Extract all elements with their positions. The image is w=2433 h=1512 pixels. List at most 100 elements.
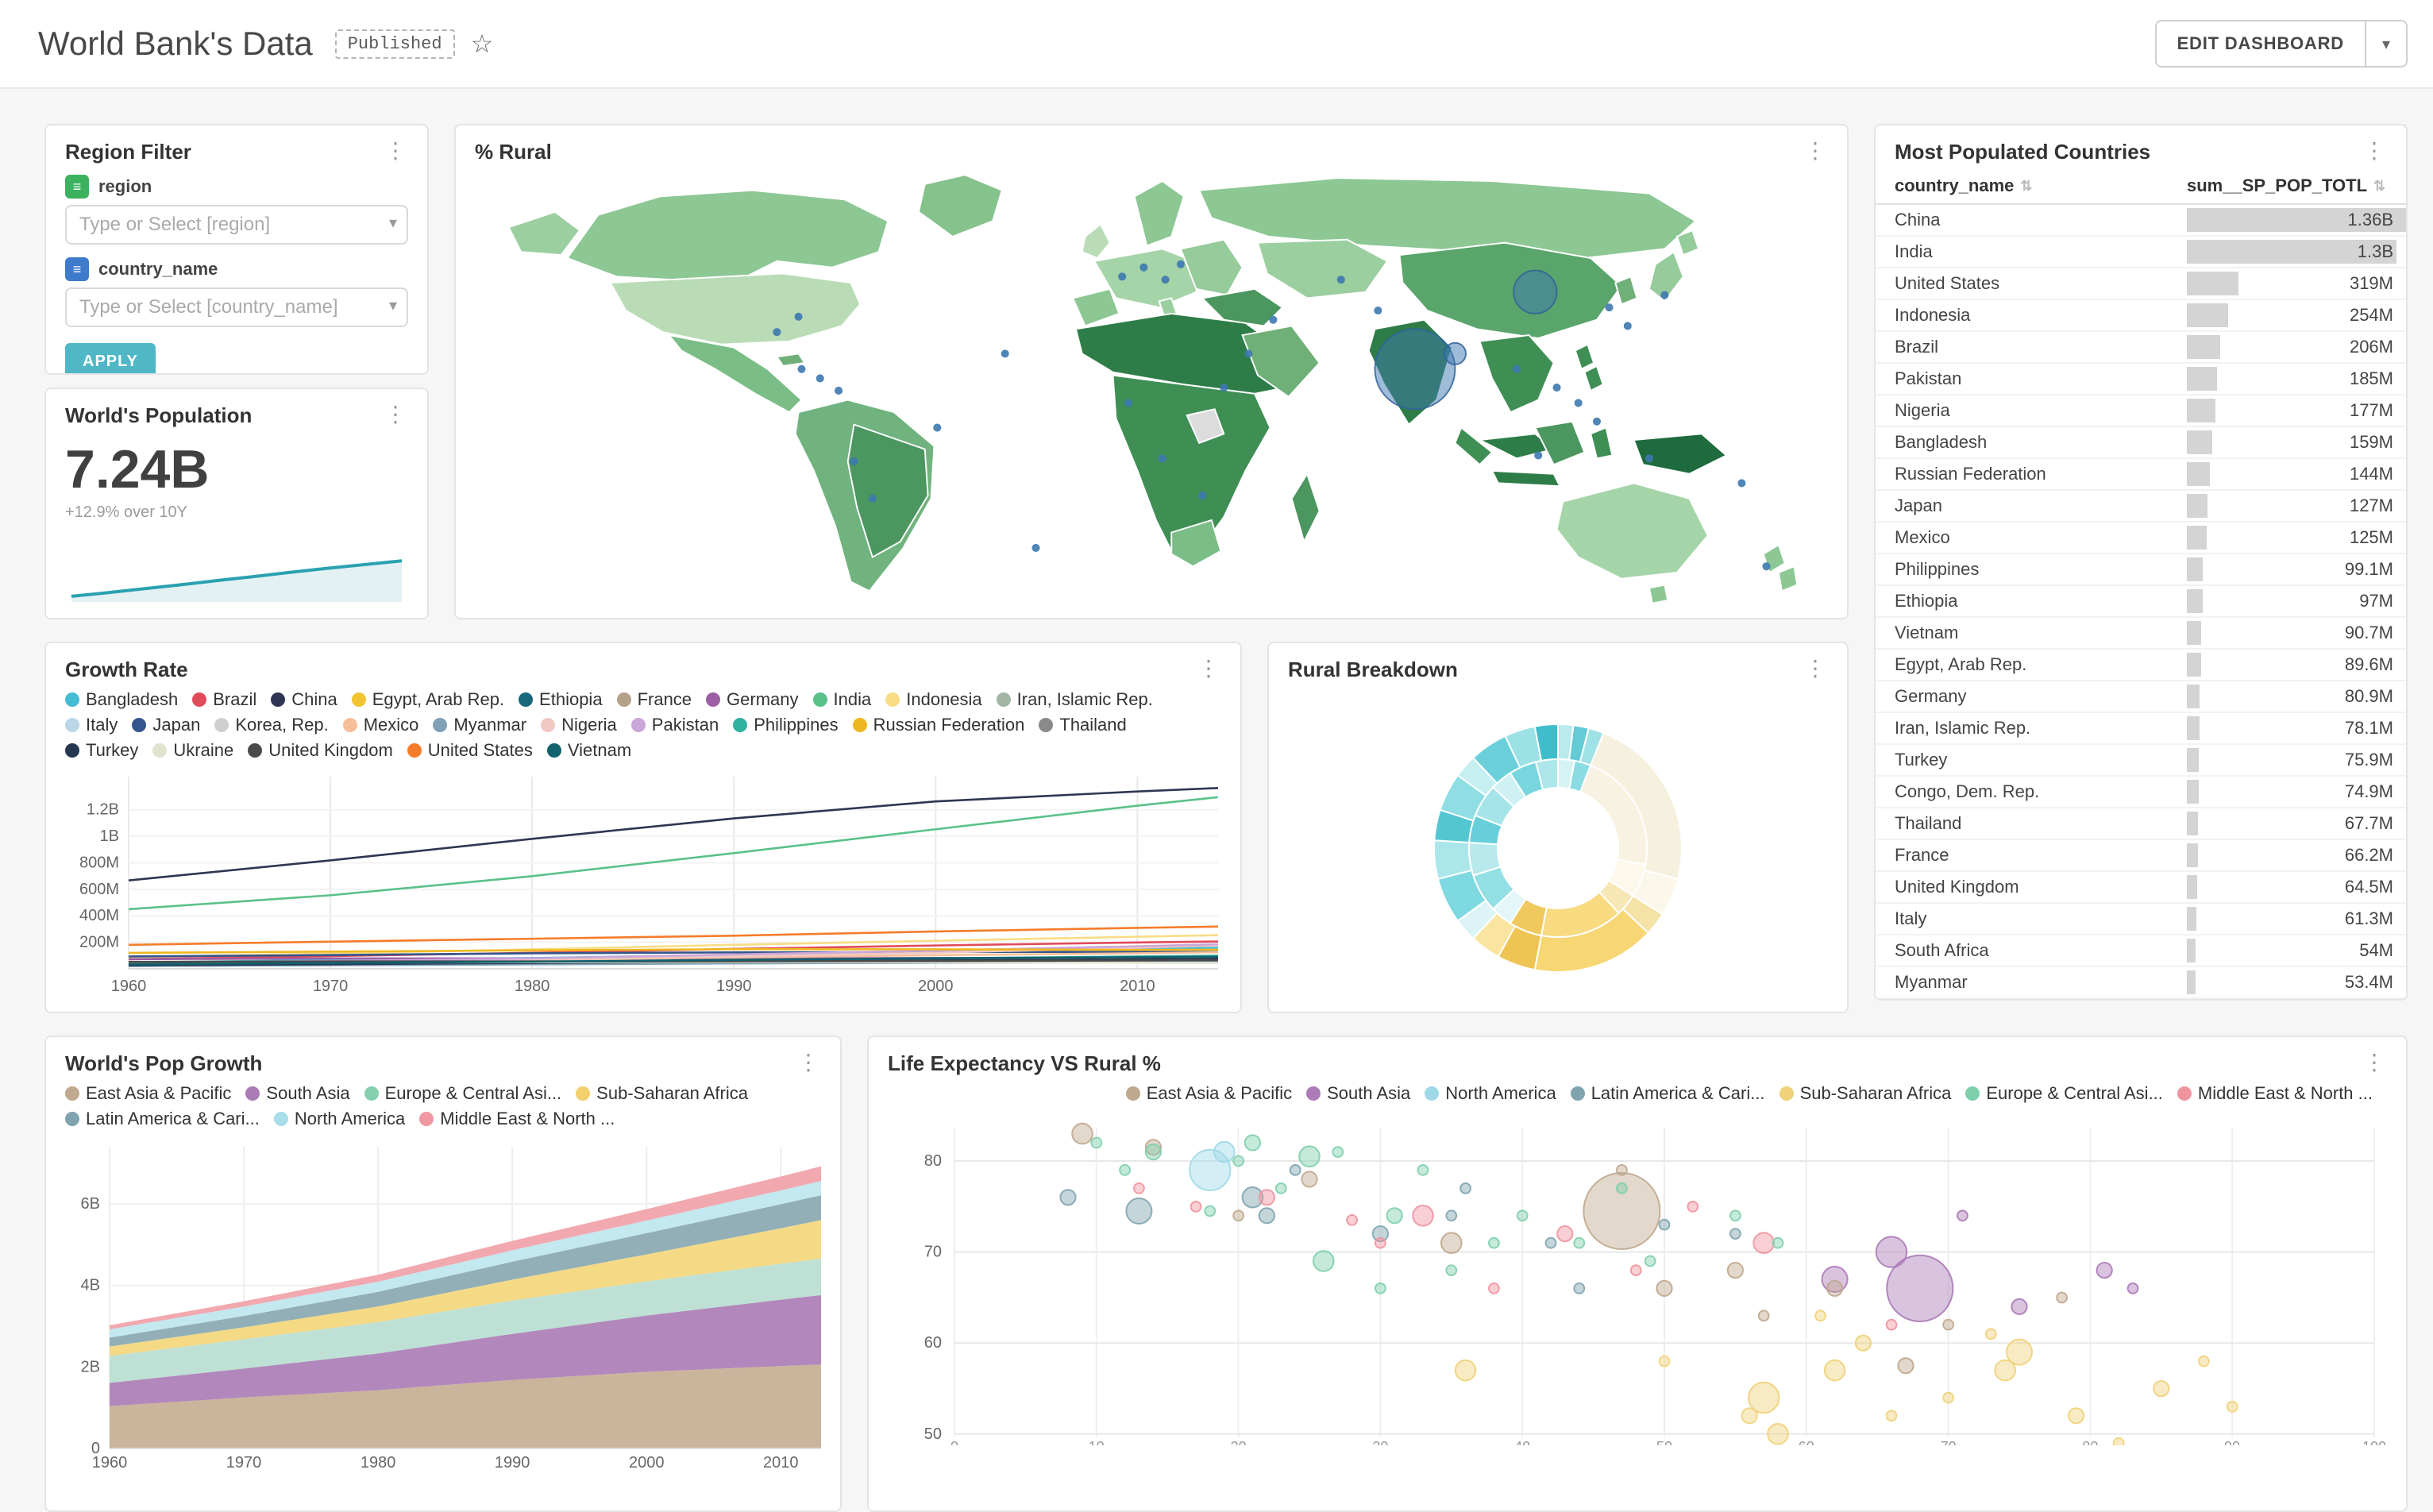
header-menu-caret-button[interactable]: ▾: [2366, 20, 2408, 68]
rural-sunburst-chart[interactable]: [1286, 686, 1830, 1010]
svg-text:600M: 600M: [79, 881, 119, 898]
legend-item[interactable]: North America: [273, 1109, 405, 1129]
favorite-star-icon[interactable]: ☆: [470, 29, 494, 58]
population-value-cell: 127M: [2187, 491, 2406, 521]
value-text: 80.9M: [2344, 686, 2393, 706]
legend-item[interactable]: Middle East & North ...: [419, 1109, 615, 1129]
sort-icon: ⇅: [2373, 177, 2386, 194]
legend-dot-icon: [192, 692, 207, 707]
svg-text:1990: 1990: [495, 1454, 530, 1472]
legend-item[interactable]: Japan: [132, 715, 200, 735]
legend-label: Sub-Saharan Africa: [1799, 1083, 1952, 1103]
legend-item[interactable]: South Asia: [1306, 1083, 1410, 1104]
country-name-cell: Philippines: [1895, 559, 1980, 579]
edit-dashboard-button[interactable]: EDIT DASHBOARD: [2154, 20, 2366, 68]
legend-label: Russian Federation: [873, 715, 1025, 735]
card-menu-icon[interactable]: ⋮: [1804, 656, 1826, 681]
legend-item[interactable]: France: [616, 689, 692, 710]
country-name-cell: France: [1895, 845, 1949, 865]
legend-item[interactable]: Vietnam: [546, 740, 631, 761]
value-bar: [2187, 462, 2211, 486]
legend-item[interactable]: Myanmar: [433, 715, 526, 735]
population-sparkline-chart[interactable]: [65, 548, 411, 605]
column-header-country[interactable]: country_name ⇅: [1895, 176, 2033, 195]
legend-item[interactable]: North America: [1425, 1083, 1556, 1104]
card-menu-icon[interactable]: ⋮: [797, 1050, 819, 1074]
legend-item[interactable]: Europe & Central Asi...: [364, 1083, 561, 1104]
rural-map-card: % Rural ⋮: [454, 124, 1849, 619]
big-number-value: 7.24B: [65, 439, 210, 499]
legend-item[interactable]: United Kingdom: [248, 740, 393, 761]
card-menu-icon[interactable]: ⋮: [384, 402, 407, 426]
legend-item[interactable]: Russian Federation: [852, 715, 1025, 735]
legend-item[interactable]: Indonesia: [885, 689, 982, 710]
table-row: China 1.36B: [1876, 205, 2406, 237]
apply-filter-button[interactable]: APPLY: [65, 343, 156, 373]
svg-text:800M: 800M: [79, 854, 119, 871]
svg-text:0: 0: [950, 1439, 958, 1445]
legend-item[interactable]: Turkey: [65, 740, 138, 761]
world-map-chart[interactable]: [475, 168, 1831, 610]
legend-item[interactable]: Italy: [65, 715, 118, 735]
legend-item[interactable]: Brazil: [192, 689, 256, 710]
scatter-bubble-chart[interactable]: 0 10 20 30 40 50 60 70 80 90 100 50 60 70 80: [888, 1109, 2390, 1445]
country-name-cell: Vietnam: [1895, 623, 1959, 642]
legend-item[interactable]: Iran, Islamic Rep.: [996, 689, 1153, 710]
country-name-cell: Egypt, Arab Rep.: [1895, 654, 2027, 674]
legend-label: Brazil: [213, 689, 257, 709]
legend-item[interactable]: Latin America & Cari...: [1570, 1083, 1765, 1104]
population-value-cell: 1.3B: [2187, 237, 2406, 267]
legend-item[interactable]: China: [271, 689, 337, 710]
column-header-population[interactable]: sum__SP_POP_TOTL ⇅: [2187, 176, 2386, 195]
table-row: Philippines 99.1M: [1876, 554, 2406, 586]
country-name-cell: Mexico: [1895, 527, 1950, 547]
legend-item[interactable]: Bangladesh: [65, 689, 178, 710]
published-badge[interactable]: Published: [334, 29, 455, 59]
legend-item[interactable]: Mexico: [342, 715, 418, 735]
svg-text:1960: 1960: [111, 978, 147, 995]
region-select-input[interactable]: [65, 205, 408, 245]
legend-item[interactable]: United States: [407, 740, 533, 761]
card-menu-icon[interactable]: ⋮: [2363, 1050, 2385, 1074]
legend-item[interactable]: India: [812, 689, 871, 710]
card-menu-icon[interactable]: ⋮: [384, 138, 407, 163]
legend-label: Indonesia: [906, 689, 982, 709]
card-menu-icon[interactable]: ⋮: [1804, 138, 1826, 163]
svg-text:2000: 2000: [918, 978, 954, 995]
legend-item[interactable]: Sub-Saharan Africa: [576, 1083, 748, 1104]
card-title: Growth Rate: [65, 658, 188, 681]
legend-item[interactable]: Middle East & North ...: [2177, 1083, 2373, 1104]
legend-item[interactable]: Korea, Rep.: [214, 715, 329, 735]
growth-line-chart[interactable]: 1960 1970 1980 1990 2000 2010 200M 400M 600M 800M…: [59, 769, 1231, 1010]
legend-item[interactable]: South Asia: [245, 1083, 350, 1104]
legend-item[interactable]: Europe & Central Asi...: [1965, 1083, 2163, 1104]
legend-item[interactable]: Pakistan: [630, 715, 719, 735]
legend-item[interactable]: Thailand: [1039, 715, 1127, 735]
country-select-input[interactable]: [65, 287, 408, 327]
value-text: 144M: [2349, 464, 2393, 484]
legend-item[interactable]: Nigeria: [541, 715, 617, 735]
card-menu-icon[interactable]: ⋮: [1197, 656, 1220, 681]
country-name-cell: Turkey: [1895, 750, 1948, 770]
dashboard-header: World Bank's Data Published ☆ EDIT DASHB…: [0, 0, 2433, 89]
legend-item[interactable]: East Asia & Pacific: [1125, 1083, 1292, 1104]
legend-item[interactable]: Egypt, Arab Rep.: [351, 689, 505, 710]
legend-dot-icon: [546, 743, 561, 758]
card-menu-icon[interactable]: ⋮: [2363, 138, 2385, 163]
legend-item[interactable]: Ethiopia: [519, 689, 603, 710]
legend-dot-icon: [812, 692, 827, 707]
legend-item[interactable]: Latin America & Cari...: [65, 1109, 260, 1129]
country-name-cell: United States: [1895, 273, 2000, 293]
svg-text:400M: 400M: [79, 907, 119, 924]
country-name-cell: Brazil: [1895, 337, 1939, 357]
legend-item[interactable]: Philippines: [733, 715, 839, 735]
legend-label: Egypt, Arab Rep.: [372, 689, 505, 709]
country-name-cell: Myanmar: [1895, 972, 1968, 992]
legend-item[interactable]: East Asia & Pacific: [65, 1083, 231, 1104]
legend-item[interactable]: Germany: [706, 689, 799, 710]
table-row: Italy 61.3M: [1876, 904, 2406, 935]
legend-item[interactable]: Sub-Saharan Africa: [1779, 1083, 1952, 1104]
legend-item[interactable]: Ukraine: [152, 740, 233, 761]
legend-label: Sub-Saharan Africa: [596, 1083, 748, 1103]
